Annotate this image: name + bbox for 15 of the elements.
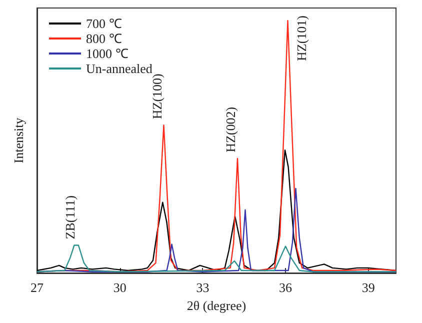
x-tick-label: 30 [113,280,126,295]
x-tick-label: 27 [30,280,44,295]
x-axis-title: 2θ (degree) [186,298,246,313]
legend-label: 700 ℃ [86,16,122,31]
x-tick-label: 36 [279,280,293,295]
legend-label: Un-annealed [86,61,153,76]
y-axis-title: Intensity [11,117,26,164]
annotation: ZB(111) [62,195,78,240]
x-tick-label: 39 [362,280,375,295]
annotation: HZ(100) [149,74,164,120]
annotation: HZ(101) [294,16,310,61]
legend-label: 1000 ℃ [86,46,128,61]
legend-label: 800 ℃ [86,31,122,46]
annotation: HZ(002) [222,106,238,152]
x-tick-label: 33 [196,280,210,295]
